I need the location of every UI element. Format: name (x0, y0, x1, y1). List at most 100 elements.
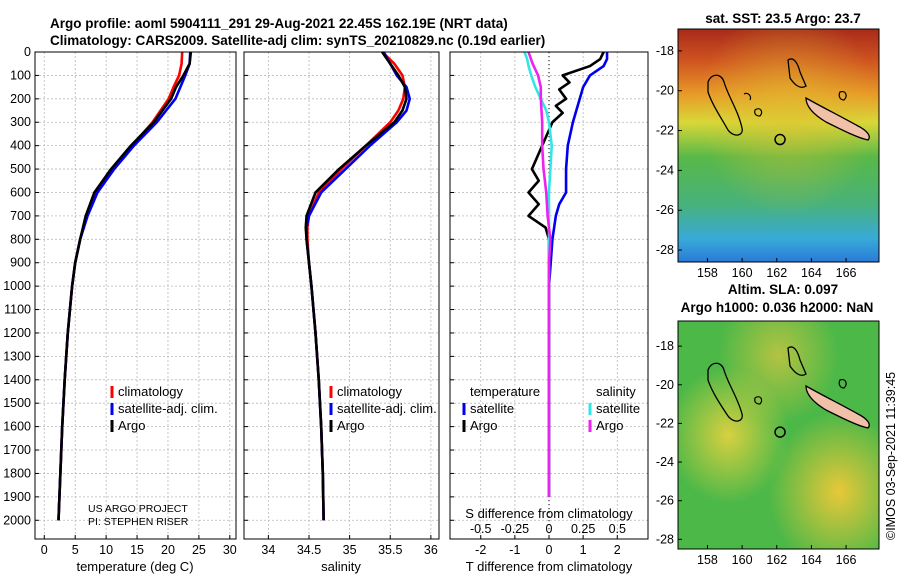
y-tick-label: 1000 (3, 279, 31, 293)
x-tick-label: 10 (99, 543, 113, 557)
y-tick-label: 900 (10, 256, 31, 270)
map-lat-label: -26 (656, 494, 674, 508)
map-lon-label: 164 (801, 553, 822, 567)
island-outline (754, 396, 763, 405)
y-tick-label: 300 (10, 115, 31, 129)
x-tick-label: 0 (41, 543, 48, 557)
x-tick-label: 5 (72, 543, 79, 557)
x-tick-label: -1 (509, 543, 520, 557)
x-tick-label: 34.5 (297, 543, 321, 557)
map-lat-label: -18 (656, 44, 674, 58)
y-tick-label: 1500 (3, 396, 31, 410)
x-tick-label: 35 (343, 543, 357, 557)
map-lon-label: 166 (836, 266, 857, 280)
y-tick-label: 1900 (3, 490, 31, 504)
series-line-argo (304, 51, 408, 521)
map-lon-label: 158 (697, 553, 718, 567)
temperature-panel: 0 5 10 15 20 25 300100200300400500600700800900… (3, 45, 237, 557)
island-outline (754, 108, 763, 117)
y-tick-label: 200 (10, 92, 31, 106)
salinity-xlabel: salinity (321, 559, 361, 574)
x-tick-label: 1 (580, 543, 587, 557)
y-tick-label: 500 (10, 162, 31, 176)
sla-map (678, 321, 879, 549)
sla-field-overlay (678, 321, 879, 549)
y-tick-label: 700 (10, 209, 31, 223)
y-tick-label: 1300 (3, 349, 31, 363)
map-lon-label: 160 (732, 266, 753, 280)
island-outline (787, 346, 807, 376)
x-top-tick-label: -0.5 (470, 522, 492, 536)
y-tick-label: 0 (24, 45, 31, 59)
series-line-salinity-satellite (523, 51, 554, 497)
island-outline (787, 58, 807, 88)
map-lat-label: -20 (656, 84, 674, 98)
x-tick-label: 20 (161, 543, 175, 557)
legend-label-sal-satellite: satellite (596, 401, 640, 416)
temperature-legend: climatology satellite-adj. clim. Argo (110, 384, 218, 433)
salinity-panel: 34 34.5 35 35.5 36 (243, 51, 440, 557)
legend-label-climatology: climatology (337, 384, 403, 399)
x-tick-label: 15 (130, 543, 144, 557)
difference-xlabel: T difference from climatology (466, 559, 633, 574)
x-tick-label: 2 (614, 543, 621, 557)
sla-map-title-line2: Argo h1000: 0.036 h2000: NaN (681, 300, 874, 315)
legend-label-climatology: climatology (118, 384, 184, 399)
y-tick-label: 1600 (3, 420, 31, 434)
y-tick-label: 400 (10, 139, 31, 153)
x-tick-label: -2 (475, 543, 486, 557)
plot-frame (243, 51, 440, 540)
sla-map-ticks: 158 160 162 164 166 -18 -20 -22 -24 -26 -28 (656, 339, 857, 567)
difference-legend: temperature salinity satellite Argo sate… (462, 384, 640, 433)
y-tick-label: 600 (10, 185, 31, 199)
island-outline (838, 91, 847, 101)
y-tick-label: 1700 (3, 443, 31, 457)
map-lat-label: -20 (656, 378, 674, 392)
map-lat-label: -28 (656, 532, 674, 546)
sla-map-title-line1: Altim. SLA: 0.097 (728, 282, 838, 297)
x-top-tick-label: 0 (546, 522, 553, 536)
difference-xlabel-top: S difference from climatology (465, 506, 633, 521)
map-lat-label: -26 (656, 203, 674, 217)
difference-panel: -2 -1 0 1 2 -0.5 -0.25 0 0.25 0.5 (449, 51, 649, 557)
legend-label-argo: Argo (337, 418, 364, 433)
legend-label-sal-argo: Argo (596, 418, 623, 433)
map-lat-label: -18 (656, 339, 674, 353)
timestamp-credit: ©IMOS 03-Sep-2021 11:39:45 (884, 372, 898, 540)
y-tick-label: 1200 (3, 326, 31, 340)
legend-title-salinity: salinity (596, 384, 636, 399)
y-tick-label: 2000 (3, 513, 31, 527)
figure-title-line1: Argo profile: aoml 5904111_291 29-Aug-20… (50, 16, 508, 31)
y-tick-label: 100 (10, 68, 31, 82)
float-position-marker (774, 426, 786, 438)
x-tick-label: 34 (261, 543, 275, 557)
series-line-salinity-argo (527, 51, 552, 497)
y-tick-label: 800 (10, 232, 31, 246)
y-tick-label: 1400 (3, 373, 31, 387)
sla-map-frame (677, 320, 880, 550)
map-lat-label: -22 (656, 416, 674, 430)
salinity-legend: climatology satellite-adj. clim. Argo (329, 384, 437, 433)
x-tick-label: 30 (223, 543, 237, 557)
map-lat-label: -24 (656, 455, 674, 469)
series-line-argo (57, 51, 193, 521)
legend-label-temp-satellite: satellite (470, 401, 514, 416)
legend-label-satellite-adj: satellite-adj. clim. (337, 401, 437, 416)
x-top-tick-label: 0.5 (609, 522, 626, 536)
x-top-tick-label: -0.25 (501, 522, 530, 536)
sst-map-frame (677, 28, 880, 263)
pi-credit: PI: STEPHEN RISER (88, 516, 189, 528)
temperature-xlabel: temperature (deg C) (76, 559, 193, 574)
legend-label-argo: Argo (118, 418, 145, 433)
island-outline (707, 74, 743, 136)
sst-map-title: sat. SST: 23.5 Argo: 23.7 (705, 11, 861, 26)
map-lon-label: 160 (732, 553, 753, 567)
x-tick-label: 25 (192, 543, 206, 557)
float-position-marker (774, 133, 786, 146)
y-tick-label: 1100 (4, 303, 31, 317)
map-lat-label: -24 (656, 163, 674, 177)
series-line-temperature-argo (527, 51, 605, 497)
map-lon-label: 162 (766, 553, 787, 567)
island-outline (838, 379, 847, 389)
